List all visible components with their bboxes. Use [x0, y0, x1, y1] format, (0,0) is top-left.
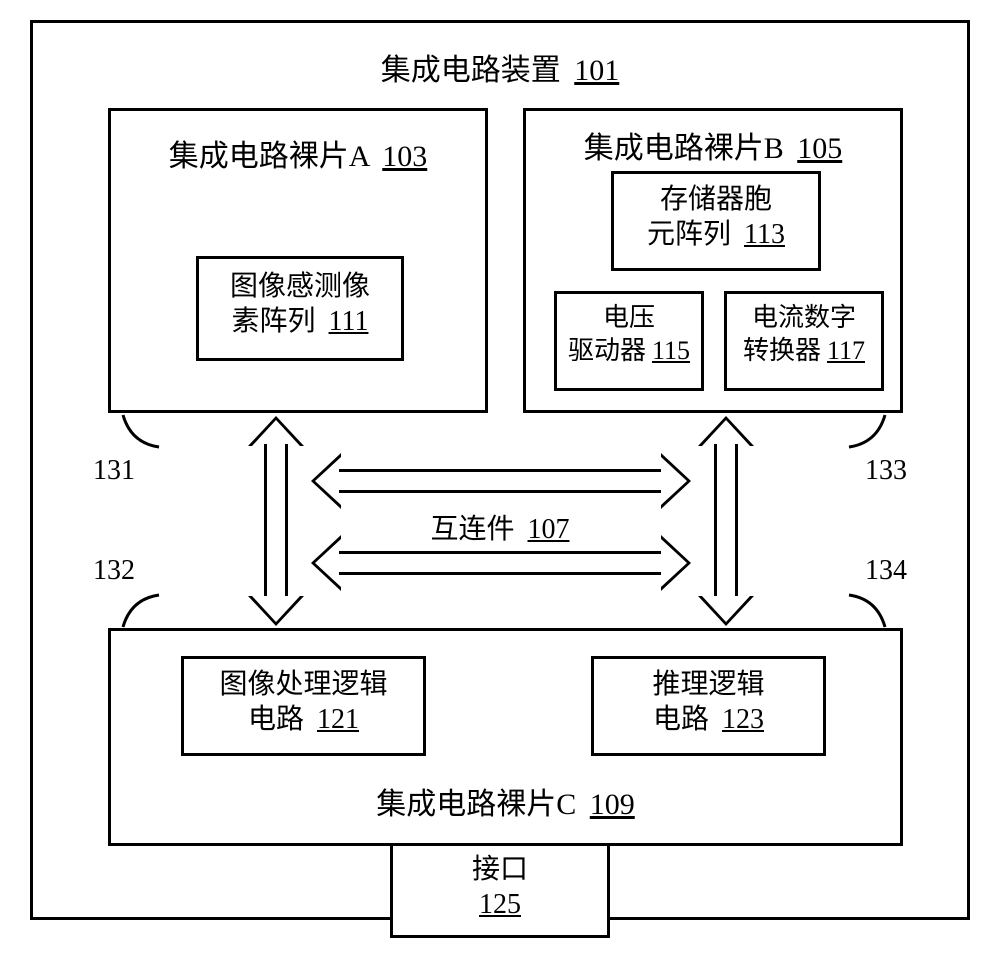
connector-131 — [121, 413, 161, 453]
device-outer-box: 集成电路装置 101 集成电路裸片A 103 图像感测像 素阵列 111 集成电… — [30, 20, 970, 920]
interface-box: 接口 125 — [390, 843, 610, 938]
inf-logic-ref: 123 — [716, 704, 764, 735]
mem-line1: 存储器胞 — [614, 182, 818, 217]
image-logic-box: 图像处理逻辑 电路 121 — [181, 656, 426, 756]
cdc-line2-row: 转换器117 — [727, 335, 881, 368]
device-title: 集成电路装置 — [381, 54, 561, 87]
die-c-ref: 109 — [584, 788, 635, 821]
pixel-array-line1: 图像感测像 — [199, 269, 401, 304]
img-logic-line2-row: 电路 121 — [184, 702, 423, 737]
pixel-array-line2: 素阵列 — [232, 306, 316, 337]
die-b-title: 集成电路裸片B — [584, 132, 784, 165]
die-b-title-row: 集成电路裸片B 105 — [526, 123, 900, 167]
label-132: 132 — [93, 555, 135, 587]
vdrv-line2: 驱动器 — [568, 336, 646, 365]
img-logic-ref: 121 — [311, 704, 359, 735]
connector-132 — [121, 589, 161, 629]
cdc-line1: 电流数字 — [727, 302, 881, 335]
die-a-title-row: 集成电路裸片A 103 — [111, 131, 485, 175]
cdc-ref: 117 — [821, 336, 865, 365]
die-a-title: 集成电路裸片A — [169, 140, 369, 173]
vdrv-ref: 115 — [646, 336, 690, 365]
die-a-box: 集成电路裸片A 103 图像感测像 素阵列 111 — [108, 108, 488, 413]
connector-133 — [847, 413, 887, 453]
cdc-line2: 转换器 — [743, 336, 821, 365]
vdrv-line2-row: 驱动器115 — [557, 335, 701, 368]
die-c-title-row: 集成电路裸片C 109 — [111, 779, 900, 823]
inf-logic-line2: 电路 — [653, 704, 709, 735]
mem-line2: 元阵列 — [647, 219, 731, 250]
label-131: 131 — [93, 455, 135, 487]
die-b-ref: 105 — [791, 132, 842, 165]
die-c-title: 集成电路裸片C — [376, 788, 576, 821]
vdrv-line1: 电压 — [557, 302, 701, 335]
pixel-array-line2-row: 素阵列 111 — [199, 304, 401, 339]
interface-ref: 125 — [479, 889, 521, 920]
label-134: 134 — [865, 555, 907, 587]
img-logic-line1: 图像处理逻辑 — [184, 667, 423, 702]
connector-134 — [847, 589, 887, 629]
interconnect-label: 互连件 — [430, 514, 514, 545]
pixel-array-box: 图像感测像 素阵列 111 — [196, 256, 404, 361]
current-dac-box: 电流数字 转换器117 — [724, 291, 884, 391]
voltage-driver-box: 电压 驱动器115 — [554, 291, 704, 391]
inf-logic-line2-row: 电路 123 — [594, 702, 823, 737]
arrow-a-b-upper — [311, 453, 691, 509]
die-a-ref: 103 — [376, 140, 427, 173]
img-logic-line2: 电路 — [248, 704, 304, 735]
inf-logic-line1: 推理逻辑 — [594, 667, 823, 702]
mem-array-box: 存储器胞 元阵列 113 — [611, 171, 821, 271]
mem-ref: 113 — [738, 219, 785, 250]
die-b-box: 集成电路裸片B 105 存储器胞 元阵列 113 电压 驱动器115 电流数字 … — [523, 108, 903, 413]
interconnect-ref: 107 — [522, 514, 570, 545]
interface-label: 接口 — [393, 852, 607, 887]
device-title-row: 集成电路装置 101 — [33, 45, 967, 89]
label-133: 133 — [865, 455, 907, 487]
inference-logic-box: 推理逻辑 电路 123 — [591, 656, 826, 756]
die-c-box: 图像处理逻辑 电路 121 推理逻辑 电路 123 集成电路裸片C 109 — [108, 628, 903, 846]
interconnect-label-row: 互连件 107 — [33, 507, 967, 547]
device-ref: 101 — [568, 54, 619, 87]
mem-line2-row: 元阵列 113 — [614, 217, 818, 252]
pixel-array-ref: 111 — [323, 306, 369, 337]
